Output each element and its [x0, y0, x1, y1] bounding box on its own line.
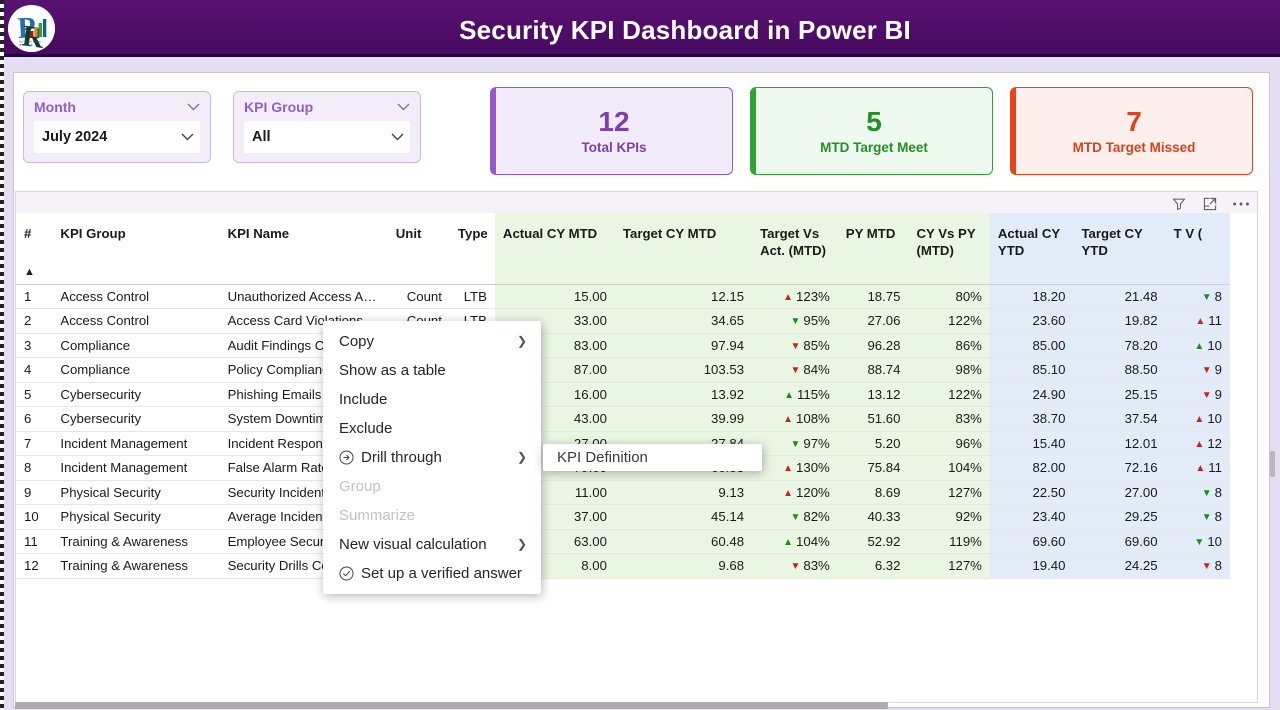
- svg-text:★★★★★: ★★★★★: [19, 43, 33, 47]
